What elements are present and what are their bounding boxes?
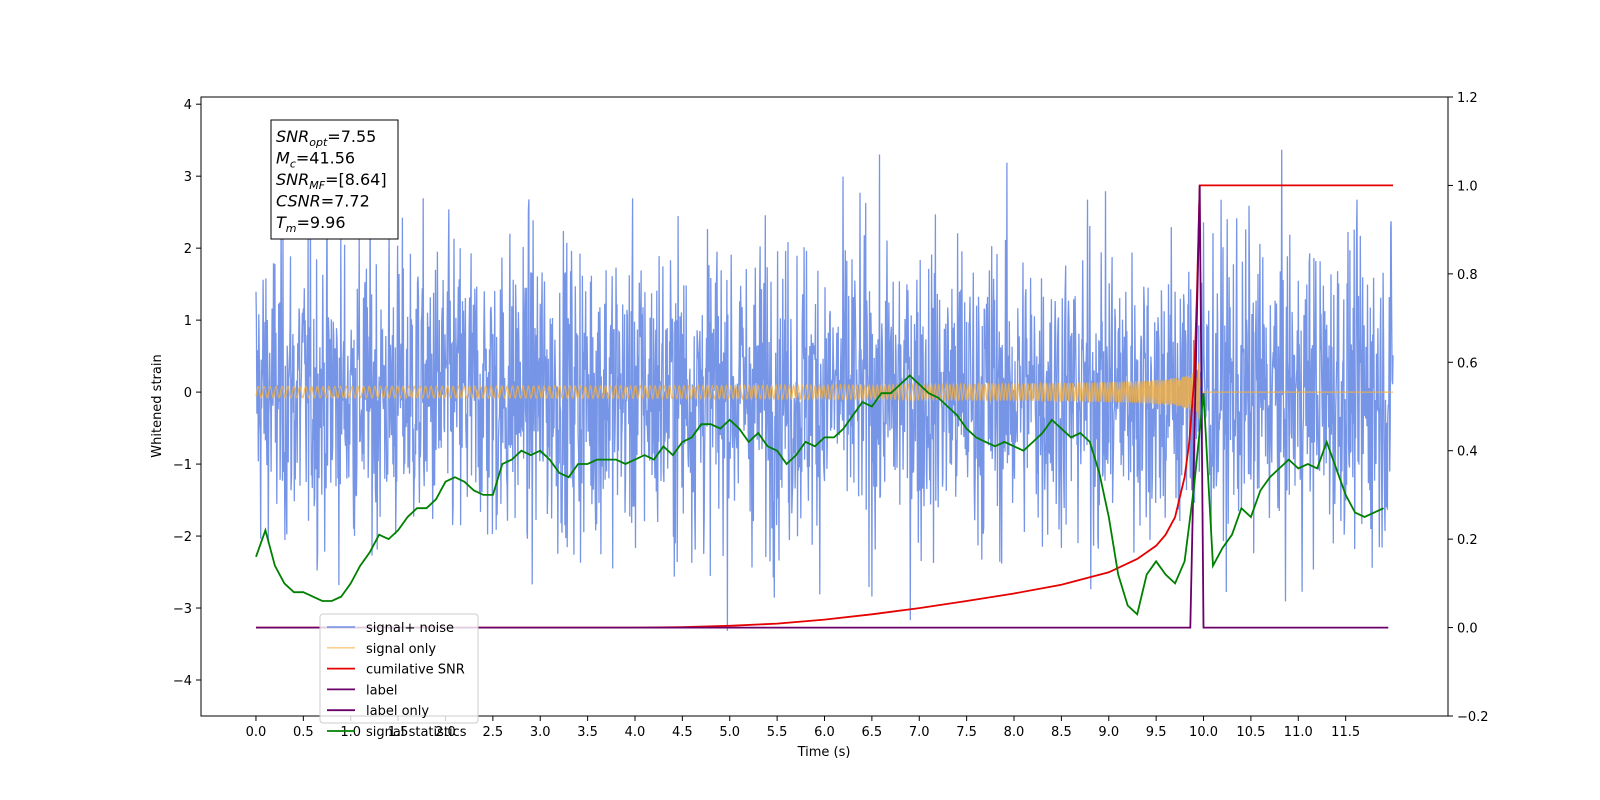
x-tick-label: 6.5 xyxy=(862,725,883,740)
y-right-tick-label: 0.0 xyxy=(1457,622,1478,637)
x-tick-label: 5.5 xyxy=(767,725,788,740)
x-axis: 0.0 0.5 1.0 1.5 2.0 2.5 3.0 3.5 4.0 4.5 5.0 5.5 6.0 6… xyxy=(246,716,1360,740)
x-tick-label: 1.0 xyxy=(340,725,361,740)
series-signal-noise-line xyxy=(255,149,1394,631)
y-right-tick-label: 0.6 xyxy=(1457,356,1478,371)
series-layer xyxy=(255,149,1394,631)
x-tick-label: 11.0 xyxy=(1284,725,1313,740)
x-tick-label: 4.0 xyxy=(625,725,646,740)
x-tick-label: 8.5 xyxy=(1051,725,1072,740)
y-left-tick-label: 2 xyxy=(184,242,192,257)
series-cumilative-snr-line xyxy=(256,184,1393,629)
y-left-tick-label: −2 xyxy=(173,530,192,545)
y-left-tick-label: 4 xyxy=(184,98,192,113)
x-axis-label: Time (s) xyxy=(797,745,851,760)
y-left-tick-label: −1 xyxy=(173,458,192,473)
x-tick-label: 0.0 xyxy=(246,725,267,740)
series-label-line xyxy=(256,185,1389,629)
y-right-tick-label: 0.2 xyxy=(1457,533,1478,548)
y-right-tick-label: 0.8 xyxy=(1457,268,1478,283)
annotation-box: SNRopt=7.55Mc=41.56SNRMF=[8.64]CSNR=7.72… xyxy=(270,119,399,240)
x-tick-label: 4.5 xyxy=(672,725,693,740)
x-tick-label: 2.0 xyxy=(435,725,456,740)
x-tick-label: 7.5 xyxy=(956,725,977,740)
legend-entry: signal+ noise xyxy=(366,621,454,636)
x-tick-label: 2.5 xyxy=(483,725,504,740)
x-tick-label: 0.5 xyxy=(293,725,314,740)
y-right-tick-label: −0.2 xyxy=(1457,710,1489,725)
annotation-line: SNRMF=[8.64] xyxy=(276,170,387,192)
y-right-tick-label: 0.4 xyxy=(1457,445,1478,460)
annotation-box-frame xyxy=(270,119,399,240)
x-tick-label: 1.5 xyxy=(388,725,409,740)
y-right-tick-label: 1.0 xyxy=(1457,179,1478,194)
x-tick-label: 11.5 xyxy=(1331,725,1360,740)
legend: signal+ noise signal only cumilative SNR la… xyxy=(319,613,479,740)
x-tick-label: 3.5 xyxy=(577,725,598,740)
x-tick-label: 9.5 xyxy=(1146,725,1167,740)
y-left-tick-label: −4 xyxy=(173,674,192,689)
x-tick-label: 6.0 xyxy=(814,725,835,740)
x-tick-label: 7.0 xyxy=(909,725,930,740)
y-left-tick-label: 1 xyxy=(184,314,192,329)
x-tick-label: 10.5 xyxy=(1236,725,1265,740)
x-tick-label: 5.0 xyxy=(719,725,740,740)
legend-entry: label only xyxy=(366,704,429,719)
y-axis-right: 1.2 1.0 0.8 0.6 0.4 0.2 0.0 −0.2 xyxy=(1448,91,1489,725)
x-tick-label: 8.0 xyxy=(1004,725,1025,740)
x-tick-label: 3.0 xyxy=(530,725,551,740)
legend-frame xyxy=(319,613,479,724)
x-tick-label: 10.0 xyxy=(1189,725,1218,740)
y-axis-label-left: Whitened strain xyxy=(150,354,165,457)
y-left-tick-label: 3 xyxy=(184,170,192,185)
y-right-tick-label: 1.2 xyxy=(1457,91,1478,106)
annotation-line: Mc=41.56 xyxy=(276,149,355,171)
annotation-line: Tm=9.96 xyxy=(276,213,346,235)
y-axis-left: 4 3 2 1 0 −1 −2 −3 −4 xyxy=(173,98,201,689)
series-signal-statistics-line xyxy=(255,374,1384,617)
legend-entry: label xyxy=(366,683,397,698)
y-left-tick-label: 0 xyxy=(184,386,192,401)
annotation-line: CSNR=7.72 xyxy=(276,192,370,211)
series-signal-only-line xyxy=(255,363,1393,419)
y-left-tick-label: −3 xyxy=(173,602,192,617)
legend-entry: cumilative SNR xyxy=(366,663,465,678)
legend-entry: signal statistics xyxy=(366,725,467,740)
x-tick-label: 9.0 xyxy=(1098,725,1119,740)
annotation-line: SNRopt=7.55 xyxy=(276,127,376,149)
legend-entry: signal only xyxy=(366,642,436,657)
